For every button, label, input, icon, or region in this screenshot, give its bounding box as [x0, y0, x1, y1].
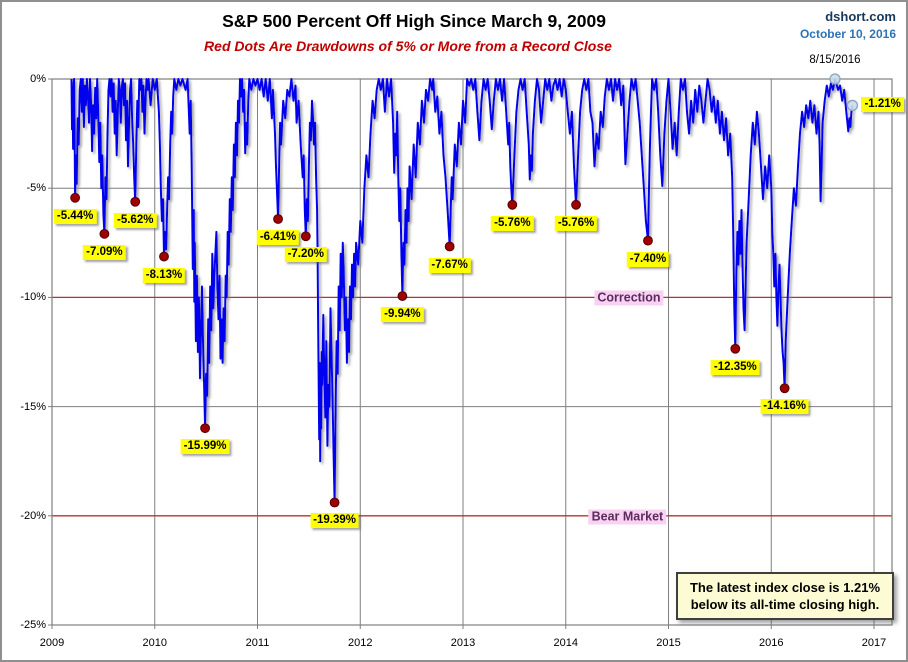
threshold-label-bear-market: Bear Market: [588, 509, 667, 525]
drawdown-dot: [200, 423, 211, 434]
x-axis-tick-label: 2017: [861, 637, 887, 649]
drawdown-value-label: -8.13%: [142, 267, 186, 283]
y-axis-tick-label: -5%: [26, 182, 46, 195]
drawdown-dot: [571, 199, 581, 210]
x-axis-tick-label: 2012: [348, 637, 373, 649]
drawdown-value-label: -5.62%: [114, 212, 157, 228]
drawdown-value-label: -19.39%: [310, 513, 359, 529]
drawdown-value-label: -12.35%: [710, 359, 760, 375]
drawdown-value-label: -5.44%: [53, 208, 97, 224]
record-high-date-label: 8/15/2016: [809, 54, 861, 66]
drawdown-dot: [300, 231, 311, 242]
drawdown-line: [70, 78, 854, 504]
drawdown-dot: [273, 214, 283, 224]
drawdown-value-label: -15.99%: [180, 439, 230, 455]
drawdown-value-label: -6.41%: [256, 229, 300, 245]
x-axis-tick-label: 2014: [553, 637, 578, 649]
latest-close-note: The latest index close is 1.21% below it…: [676, 572, 894, 620]
drawdown-dot: [643, 235, 653, 246]
current-drawdown-label: -1.21%: [861, 97, 904, 113]
y-axis-tick-label: -15%: [20, 400, 46, 413]
x-axis-tick-label: 2013: [450, 637, 476, 649]
note-line-1: The latest index close is 1.21%: [689, 580, 881, 595]
source-site-label: dshort.com: [825, 9, 896, 24]
drawdown-dot: [130, 196, 141, 207]
x-axis-tick-label: 2010: [142, 637, 167, 649]
y-axis-tick-label: -10%: [20, 291, 46, 304]
drawdown-value-label: -7.67%: [428, 257, 471, 273]
drawdown-value-label: -7.20%: [284, 247, 328, 263]
highlight-circle: [829, 73, 841, 85]
x-axis-tick-label: 2016: [759, 637, 784, 649]
source-date-label: October 10, 2016: [799, 27, 896, 41]
drawdown-dot: [329, 497, 340, 508]
drawdown-value-label: -14.16%: [760, 399, 810, 415]
page-subtitle: Red Dots Are Drawdowns of 5% or More fro…: [204, 38, 612, 54]
drawdown-dot: [70, 192, 81, 203]
drawdown-dot: [397, 291, 408, 301]
drawdown-dot: [159, 251, 169, 262]
x-axis-tick-label: 2011: [245, 637, 270, 649]
drawdown-value-label: -7.09%: [83, 244, 126, 260]
y-axis-tick-label: -25%: [20, 619, 46, 631]
drawdown-dot: [779, 383, 790, 394]
drawdown-value-label: -5.76%: [491, 215, 534, 231]
y-axis-tick-label: 0%: [30, 73, 46, 85]
drawdown-dot: [444, 241, 455, 252]
plot-border: [51, 78, 893, 626]
note-line-2: below its all-time closing high.: [690, 597, 880, 612]
drawdown-dot: [507, 199, 518, 210]
threshold-label-correction: Correction: [594, 290, 664, 306]
x-axis-tick-label: 2009: [39, 637, 65, 649]
drawdown-value-label: -9.94%: [381, 307, 424, 323]
highlight-circle: [846, 99, 859, 112]
page-title: S&P 500 Percent Off High Since March 9, …: [222, 11, 606, 31]
drawdown-value-label: -7.40%: [626, 251, 670, 267]
drawdown-value-label: -5.76%: [554, 215, 598, 231]
drawdown-dot: [730, 343, 741, 354]
x-axis-tick-label: 2015: [656, 637, 681, 649]
y-axis-tick-label: -20%: [20, 509, 46, 522]
drawdown-dot: [99, 228, 110, 239]
